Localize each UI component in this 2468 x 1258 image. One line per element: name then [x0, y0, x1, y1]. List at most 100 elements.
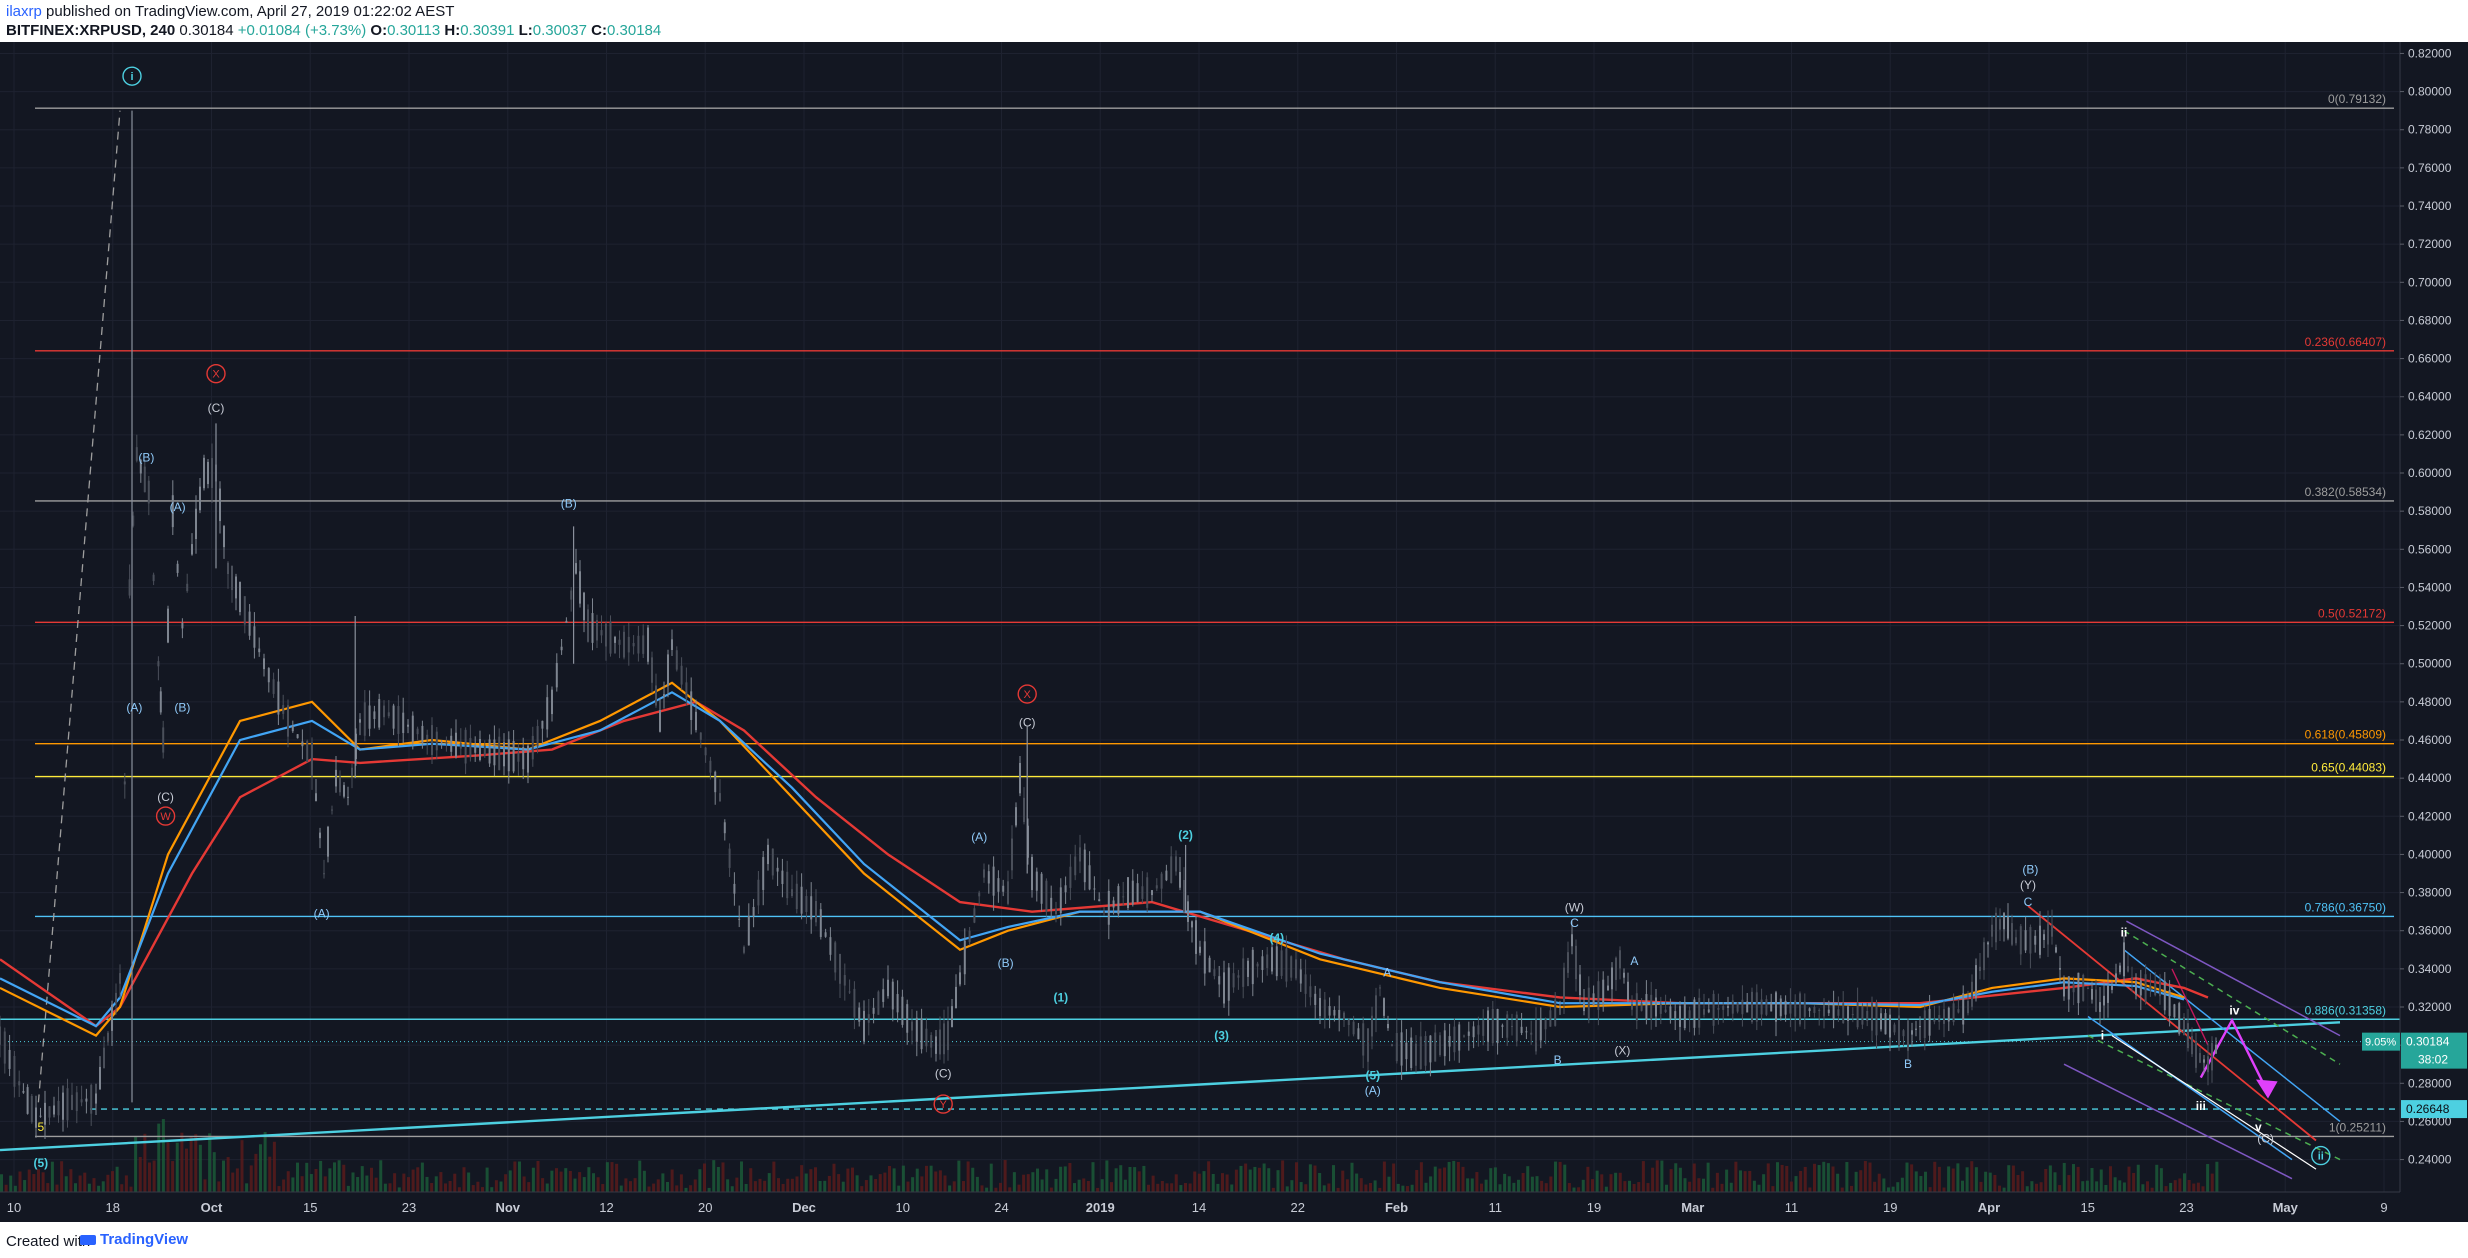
publish-line: ilaxrp published on TradingView.com, Apr…	[6, 3, 454, 20]
volume-bar	[2141, 1184, 2145, 1192]
volume-bar	[568, 1170, 572, 1192]
volume-bar	[277, 1186, 281, 1192]
wave-label: A	[1630, 954, 1638, 968]
candle-body	[1938, 1015, 1941, 1022]
volume-bar	[1040, 1179, 1044, 1192]
candle-body	[1755, 992, 1758, 1022]
volume-bar	[231, 1172, 235, 1192]
volume-bar	[83, 1172, 87, 1192]
price-tick-label: 0.82000	[2408, 46, 2452, 60]
volume-bar	[883, 1172, 887, 1192]
chart-header: ilaxrp published on TradingView.com, Apr…	[0, 0, 2468, 42]
candle-body	[1064, 885, 1067, 893]
volume-bar	[2048, 1165, 2052, 1192]
volume-bar	[619, 1185, 623, 1192]
price-tick-label: 0.72000	[2408, 237, 2452, 251]
candle-body	[1151, 890, 1153, 896]
candle-body	[853, 988, 856, 1018]
volume-bar	[1271, 1187, 1275, 1192]
candle-body	[939, 1029, 941, 1055]
volume-bar	[869, 1175, 873, 1192]
volume-bar	[906, 1181, 910, 1192]
volume-bar	[2192, 1183, 2196, 1192]
candle-body	[815, 900, 817, 923]
volume-bar	[1956, 1163, 1960, 1192]
wave-label: (C)	[1019, 716, 1036, 730]
volume-bar	[2021, 1171, 2025, 1192]
candle-body	[1170, 856, 1173, 884]
wave-label: (B)	[998, 956, 1014, 970]
wave-label: (C)	[935, 1067, 952, 1081]
candle-body	[1679, 1006, 1681, 1027]
candle-body	[1856, 1002, 1859, 1028]
price-chart[interactable]: 0(0.79132)0.236(0.66407)0.382(0.58534)0.…	[0, 42, 2468, 1222]
candle-body	[2099, 1002, 2101, 1012]
volume-bar	[189, 1135, 193, 1192]
volume-bar	[661, 1173, 665, 1192]
time-axis[interactable]: 10 18 Oct 15 23 Nov 12 20 Dec 10 24 2019 14 22 Feb 11 19…	[0, 1191, 2400, 1215]
volume-bar	[1225, 1174, 1229, 1192]
wave-label: (A)	[314, 906, 330, 920]
candle-body	[2003, 913, 2005, 930]
wave-label: (W)	[1565, 901, 1584, 915]
volume-bar	[1530, 1176, 1534, 1192]
price-axis[interactable]: 0.82000 0.80000 0.78000 0.76000 0.74000 0.720…	[2362, 42, 2468, 1222]
volume-bar	[2210, 1173, 2214, 1192]
author-link[interactable]: ilaxrp	[6, 3, 42, 20]
volume-bar	[1114, 1168, 1118, 1192]
candle-body	[30, 1095, 33, 1123]
fib-label: 0.236(0.66407)	[2305, 335, 2386, 349]
candle-body	[227, 562, 229, 575]
volume-bar	[555, 1168, 558, 1192]
candle-body	[1050, 897, 1053, 911]
candle-body	[1991, 924, 1993, 937]
volume-bar	[1965, 1167, 1969, 1192]
volume-bar	[1665, 1184, 1668, 1192]
close-label: C:	[591, 22, 607, 39]
volume-bar	[97, 1185, 101, 1192]
candle-body	[1967, 1000, 1969, 1014]
volume-bar	[1937, 1166, 1941, 1192]
candle-body	[1199, 946, 1201, 953]
volume-bar	[46, 1183, 50, 1192]
volume-bar	[249, 1165, 253, 1192]
volume-bar	[1419, 1162, 1423, 1192]
volume-bar	[448, 1180, 452, 1192]
candle-body	[1179, 872, 1181, 888]
volume-bar	[1799, 1170, 1803, 1192]
price-tick-label: 0.50000	[2408, 657, 2452, 671]
volume-bar	[457, 1187, 461, 1192]
volume-bar	[1045, 1169, 1049, 1192]
wave-circle	[122, 66, 142, 86]
candle-body	[2115, 973, 2117, 984]
candle-body	[111, 1004, 113, 1031]
time-tick-label: 2019	[1086, 1200, 1115, 1215]
volume-bar	[365, 1175, 369, 1192]
volume-bar	[462, 1167, 466, 1192]
volume-bar	[564, 1168, 568, 1192]
candle-body	[1631, 1004, 1633, 1010]
candle-body	[704, 747, 707, 756]
tradingview-logo[interactable]: TradingView	[80, 1231, 188, 1248]
volume-bar	[111, 1171, 114, 1192]
volume-bar	[41, 1172, 45, 1192]
price-tick-label: 0.68000	[2408, 313, 2452, 327]
candle-body	[383, 705, 385, 718]
candle-body	[1571, 934, 1573, 947]
volume-bar	[1281, 1160, 1285, 1192]
candle-body	[1383, 998, 1385, 1016]
candle-body	[2034, 935, 2037, 945]
candle-body	[2111, 985, 2113, 990]
volume-bar	[346, 1185, 350, 1192]
volume-bar	[1216, 1183, 1220, 1192]
volume-bar	[1073, 1183, 1076, 1192]
candle-body	[1079, 847, 1081, 862]
channel-line	[2087, 1034, 2341, 1161]
candle-body	[1515, 1014, 1518, 1042]
volume-bar	[587, 1167, 591, 1192]
volume-bar	[1290, 1180, 1294, 1192]
candle-body	[171, 495, 174, 528]
volume-bar	[1595, 1170, 1599, 1192]
candle-body	[2123, 942, 2125, 977]
volume-bar	[2164, 1186, 2168, 1192]
